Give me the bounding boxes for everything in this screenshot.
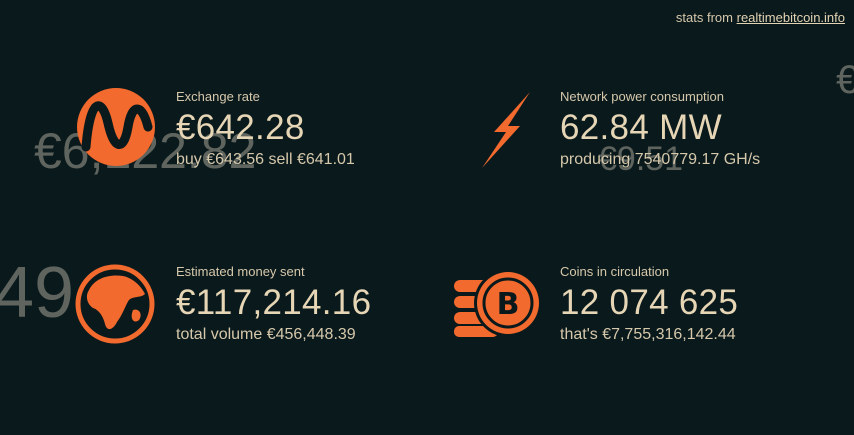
stat-label: Network power consumption xyxy=(560,89,725,104)
stat-label: Exchange rate xyxy=(176,89,260,104)
svg-text:B: B xyxy=(497,287,520,322)
lightning-bolt-icon xyxy=(482,92,530,168)
stat-sub: that's €7,755,316,142.44 xyxy=(560,325,736,343)
stat-sub: producing 7540779.17 GH/s xyxy=(560,150,761,168)
stat-value: €642.28 xyxy=(176,108,305,147)
bitcoin-coins-icon: B xyxy=(454,269,542,337)
stat-label: Coins in circulation xyxy=(560,264,670,279)
ghost-number: 49 xyxy=(0,253,75,333)
stat-label: Estimated money sent xyxy=(176,264,305,279)
globe-icon xyxy=(75,264,155,344)
credit-prefix: stats from xyxy=(675,10,733,25)
stat-value: 62.84 MW xyxy=(560,108,722,147)
ghost-number: € xyxy=(836,58,854,102)
stat-coins-circulation: Coins in circulation 12 074 625 that's €… xyxy=(560,264,738,344)
stat-value: 12 074 625 xyxy=(560,283,739,322)
stat-sub: buy €643.56 sell €641.01 xyxy=(176,150,355,168)
stat-sub: total volume €456,448.39 xyxy=(176,325,356,343)
stat-network-power: Network power consumption 62.84 MW produ… xyxy=(560,89,760,169)
stat-value: €117,214.16 xyxy=(176,283,372,322)
stat-exchange-rate: Exchange rate €642.28 buy €643.56 sell €… xyxy=(176,89,355,169)
credit-link[interactable]: realtimebitcoin.info xyxy=(736,10,845,25)
credit: stats from realtimebitcoin.info xyxy=(676,10,845,25)
exchange-rate-icon xyxy=(77,88,155,166)
stat-money-sent: Estimated money sent €117,214.16 total v… xyxy=(176,264,371,344)
